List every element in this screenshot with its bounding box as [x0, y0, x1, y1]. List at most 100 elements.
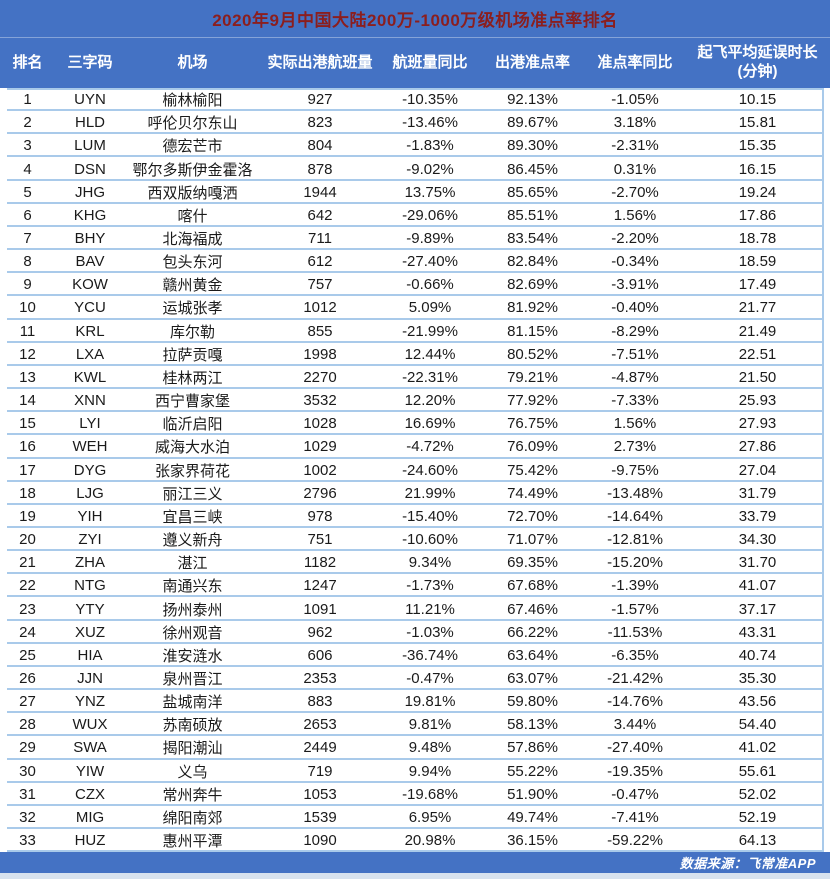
cell-flights: 1944 — [303, 183, 337, 201]
cell-avg_delay: 10.15 — [738, 91, 777, 109]
table-row: 6 KHG 喀什 642 -29.06% 85.51% 1.56% 17.86 — [0, 203, 830, 227]
cell-avg_delay: 18.59 — [738, 253, 777, 271]
cell-avg_delay: 21.49 — [738, 322, 777, 340]
cell-code: DYG — [73, 461, 107, 479]
cell-otp_yoy: 2.73% — [613, 438, 657, 456]
cell-flights: 1053 — [303, 785, 337, 803]
table-row: 10 YCU 运城张孝 1012 5.09% 81.92% -0.40% 21.77 — [0, 296, 830, 320]
cell-flights_yoy: 12.20% — [404, 392, 456, 410]
cell-airport: 包头东河 — [162, 254, 223, 272]
cell-flights_yoy: 13.75% — [404, 183, 456, 201]
cell-flights: 1182 — [303, 554, 337, 572]
cell-otp: 63.07% — [507, 669, 558, 687]
cell-otp: 67.68% — [507, 577, 558, 595]
cell-otp_yoy: -1.57% — [611, 600, 659, 618]
cell-code: ZYI — [78, 531, 102, 549]
table-row: 9 KOW 赣州黄金 757 -0.66% 82.69% -3.91% 17.49 — [0, 273, 830, 297]
table-row: 17 DYG 张家界荷花 1002 -24.60% 75.42% -9.75% 27.04 — [0, 458, 830, 482]
cell-code: CZX — [75, 785, 105, 803]
cell-otp_yoy: -7.51% — [611, 345, 659, 363]
cell-avg_delay: 41.02 — [738, 739, 777, 757]
cell-rank: 14 — [19, 392, 36, 410]
cell-flights: 883 — [307, 693, 333, 711]
data-source-label: 数据来源：飞常准APP — [679, 856, 816, 871]
cell-otp_yoy: -27.40% — [607, 739, 663, 757]
table-row: 18 LJG 丽江三义 2796 21.99% 74.49% -13.48% 31.79 — [0, 481, 830, 505]
cell-avg_delay: 34.30 — [738, 531, 777, 549]
cell-flights_yoy: -15.40% — [402, 507, 458, 525]
row-separator — [7, 340, 824, 343]
cell-otp: 76.09% — [507, 438, 558, 456]
cell-otp_yoy: -12.81% — [607, 531, 663, 549]
cell-rank: 31 — [19, 785, 36, 803]
cell-flights: 878 — [307, 160, 333, 178]
cell-code: LYI — [79, 415, 101, 433]
cell-airport: 鄂尔多斯伊金霍洛 — [132, 161, 253, 179]
cell-flights: 2796 — [303, 484, 337, 502]
cell-otp: 51.90% — [507, 785, 558, 803]
cell-flights: 1029 — [303, 438, 337, 456]
cell-otp: 92.13% — [507, 91, 558, 109]
cell-airport: 丽江三义 — [162, 485, 223, 503]
cell-flights_yoy: -10.60% — [402, 531, 458, 549]
cell-avg_delay: 19.24 — [738, 183, 777, 201]
table-row: 20 ZYI 遵义新舟 751 -10.60% 71.07% -12.81% 34.30 — [0, 527, 830, 552]
cell-flights: 1012 — [303, 299, 337, 317]
cell-otp: 89.67% — [507, 114, 558, 132]
table-row: 16 WEH 威海大水泊 1029 -4.72% 76.09% 2.73% 27.86 — [0, 435, 830, 459]
cell-flights: 804 — [307, 137, 333, 155]
cell-flights: 1539 — [303, 808, 337, 826]
cell-flights: 978 — [307, 507, 333, 525]
cell-code: LXA — [75, 345, 105, 363]
cell-code: LUM — [74, 137, 106, 155]
cell-rank: 13 — [19, 368, 36, 386]
cell-airport: 德宏芒市 — [162, 138, 223, 156]
cell-code: KRL — [75, 322, 105, 340]
cell-rank: 8 — [23, 253, 32, 271]
cell-rank: 17 — [19, 461, 36, 479]
cell-airport: 北海福成 — [162, 231, 223, 249]
bottom-strip — [0, 873, 830, 879]
cell-flights_yoy: -19.68% — [402, 785, 458, 803]
cell-avg_delay: 17.49 — [738, 276, 777, 294]
row-separator — [7, 618, 824, 621]
cell-otp: 49.74% — [507, 808, 558, 826]
column-header-otp: 出港准点率 — [494, 53, 570, 71]
row-separator — [7, 525, 824, 528]
cell-code: LJG — [76, 484, 104, 502]
cell-flights: 927 — [307, 91, 333, 109]
cell-airport: 义乌 — [177, 763, 208, 781]
cell-otp_yoy: -3.91% — [611, 276, 659, 294]
cell-airport: 绵阳南郊 — [162, 809, 223, 827]
row-separator — [7, 850, 824, 853]
table-row: 11 KRL 库尔勒 855 -21.99% 81.15% -8.29% 21.49 — [0, 319, 830, 343]
cell-otp_yoy: -13.48% — [607, 484, 663, 502]
cell-code: KOW — [72, 276, 108, 294]
cell-rank: 5 — [23, 183, 32, 201]
cell-avg_delay: 18.78 — [738, 230, 777, 248]
table-row: 19 YIH 宜昌三峡 978 -15.40% 72.70% -14.64% 33.79 — [0, 504, 830, 528]
cell-flights: 751 — [307, 531, 333, 549]
cell-flights: 642 — [307, 206, 333, 224]
cell-flights_yoy: -24.60% — [402, 461, 458, 479]
cell-otp_yoy: -0.34% — [611, 253, 659, 271]
cell-code: XNN — [74, 392, 106, 410]
cell-otp_yoy: -14.76% — [607, 693, 663, 711]
cell-otp_yoy: -7.33% — [611, 392, 659, 410]
cell-otp: 82.84% — [507, 253, 558, 271]
cell-otp_yoy: -4.87% — [611, 368, 659, 386]
cell-flights_yoy: 11.21% — [405, 600, 455, 618]
cell-airport: 惠州平潭 — [162, 833, 223, 851]
cell-otp: 77.92% — [507, 392, 558, 410]
table-row: 33 HUZ 惠州平潭 1090 20.98% 36.15% -59.22% 64.13 — [0, 829, 830, 853]
cell-rank: 25 — [19, 646, 36, 664]
cell-otp: 55.22% — [507, 762, 558, 780]
cell-otp: 75.42% — [507, 461, 558, 479]
cell-avg_delay: 22.51 — [738, 345, 777, 363]
cell-code: YNZ — [75, 693, 105, 711]
cell-flights_yoy: 9.34% — [408, 554, 452, 572]
cell-avg_delay: 21.77 — [738, 299, 777, 317]
cell-avg_delay: 37.17 — [738, 600, 777, 618]
cell-otp_yoy: -15.20% — [607, 554, 663, 572]
table-row: 30 YIW 义乌 719 9.94% 55.22% -19.35% 55.61 — [0, 759, 830, 783]
